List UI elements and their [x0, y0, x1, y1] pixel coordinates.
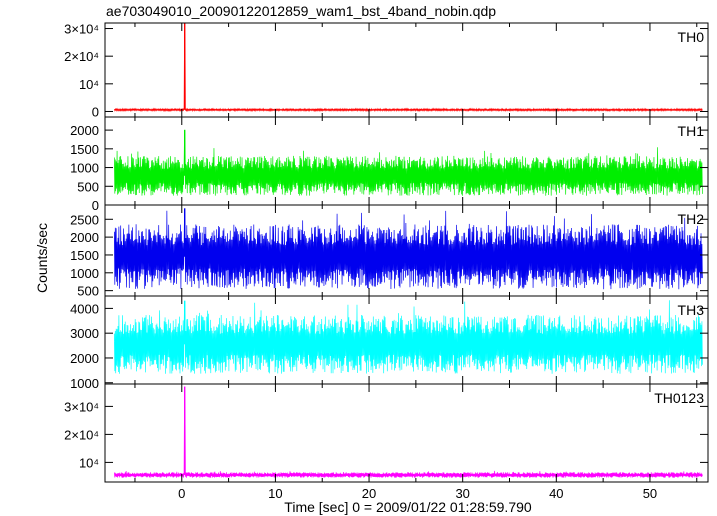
x-axis-label: Time [sec] 0 = 2009/01/22 01:28:59.790	[284, 499, 532, 515]
y-axis-label: Counts/sec	[34, 223, 50, 293]
panel-frame	[104, 22, 709, 118]
y-tick-label: 3000	[70, 326, 99, 341]
series-line-th0123	[114, 386, 703, 478]
x-tick-label: 10	[268, 486, 282, 501]
panel-th0123: 10⁴ 2×10⁴ 3×10⁴ TH0123	[64, 383, 709, 483]
y-tick-label: 2000	[70, 351, 99, 366]
x-tick-label: 0	[178, 486, 185, 501]
panel-th0: 0 10⁴ 2×10⁴ 3×10⁴ TH0	[64, 22, 709, 119]
panel-label: TH3	[678, 302, 705, 318]
x-tick-label: 50	[643, 486, 657, 501]
y-tick-label: 1000	[70, 161, 99, 176]
y-tick-label: 2×10⁴	[64, 427, 99, 442]
x-tick-label: 30	[455, 486, 469, 501]
y-tick-label: 500	[77, 284, 99, 299]
y-tick-label: 2×10⁴	[64, 49, 99, 64]
x-tick-label: 20	[362, 486, 376, 501]
y-tick-label: 10⁴	[79, 455, 99, 470]
y-tick-label: 1000	[70, 376, 99, 391]
y-tick-label: 1000	[70, 266, 99, 281]
y-tick-label: 3×10⁴	[64, 22, 99, 37]
y-tick-label: 4000	[70, 301, 99, 316]
panel-th3: 1000 2000 3000 4000 TH3	[70, 295, 709, 391]
y-tick-label: 2000	[70, 230, 99, 245]
y-tick-label: 1500	[70, 248, 99, 263]
series-line-th1	[114, 129, 703, 196]
x-tick-label: 40	[549, 486, 563, 501]
y-tick-label: 1500	[70, 142, 99, 157]
y-tick-label: 2500	[70, 212, 99, 227]
panel-frame	[104, 383, 709, 483]
y-tick-label: 0	[92, 198, 99, 213]
panel-label: TH1	[678, 123, 705, 139]
y-tick-label: 0	[92, 104, 99, 119]
y-tick-label: 2000	[70, 123, 99, 138]
series-line-th0	[114, 23, 703, 113]
panel-label: TH0	[678, 29, 705, 45]
panel-label: TH2	[678, 211, 705, 227]
series-line-th3	[114, 300, 703, 374]
y-tick-label: 500	[77, 179, 99, 194]
y-tick-label: 10⁴	[79, 77, 99, 92]
chart-title: ae703049010_20090122012859_wam1_bst_4ban…	[106, 3, 497, 19]
panel-th1: 0 500 1000 1500 2000 TH1	[70, 116, 709, 213]
panel-th2: 500 1000 1500 2000 2500 TH2	[70, 204, 709, 299]
series-line-th2	[114, 208, 703, 290]
panel-label: TH0123	[654, 390, 704, 406]
y-tick-label: 3×10⁴	[64, 399, 99, 414]
